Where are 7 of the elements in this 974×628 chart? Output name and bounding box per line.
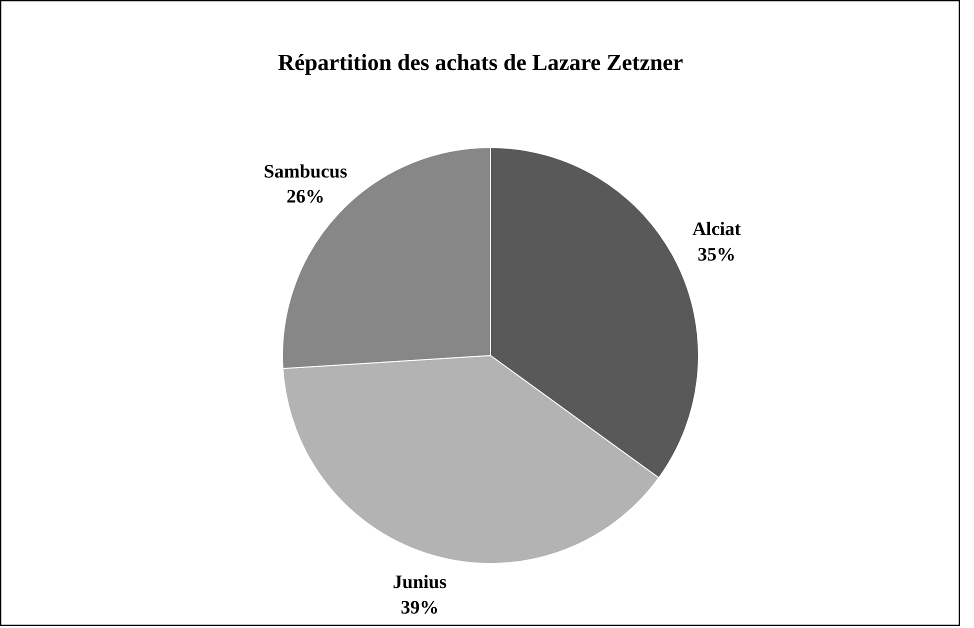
data-label: 35% [698, 244, 736, 266]
chart-title: Répartition des achats de Lazare Zetzner [278, 50, 684, 75]
data-label: 26% [286, 186, 325, 208]
slice-label: Sambucus [264, 162, 348, 183]
slice-label: Alciat [692, 219, 742, 240]
slice-label: Junius [392, 572, 447, 594]
data-label: 39% [400, 597, 439, 618]
